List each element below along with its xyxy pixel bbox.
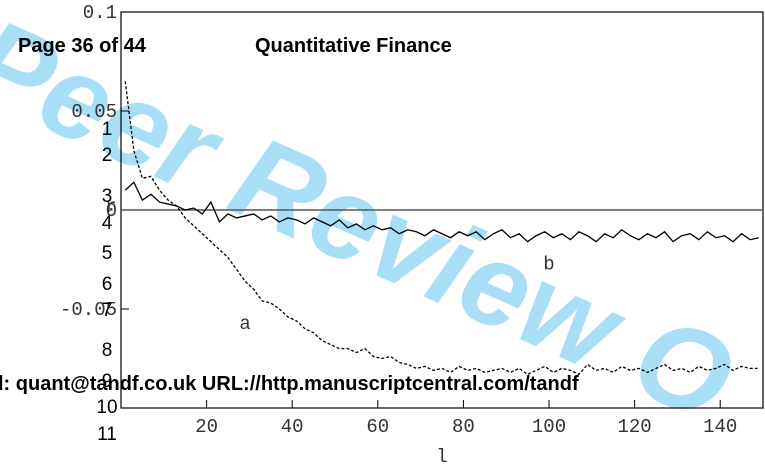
line-numbers: 1 2 3 4 5 6 7 8 9 10 11 [96,119,117,445]
footer: l: quant@tandf.co.uk URL://http.manuscri… [0,373,579,395]
line-number: 1 [102,119,113,140]
page-number: Page 36 of 44 [18,35,147,57]
y-tick-label: 0 [106,200,117,222]
x-tick-label: 60 [366,416,389,438]
line-number: 3 [102,186,113,207]
line-number: 9 [102,371,113,392]
line-number: 8 [102,340,113,361]
y-tick-label: -0.05 [60,299,117,321]
chart: -0.05 0 0.05 0.1 20 40 60 80 100 120 140 l r a b [60,2,764,467]
line-number: 2 [102,145,113,166]
x-tick-label: 100 [532,416,566,438]
x-axis-label: l [436,446,447,467]
line-number: 5 [102,243,113,264]
x-tick-label: 80 [452,416,475,438]
line-number: 7 [102,300,113,321]
x-tick-label: 40 [281,416,304,438]
y-tick-label: 0.1 [83,2,117,24]
line-number: 4 [102,213,113,234]
series-line [124,181,759,243]
x-tick-label: 20 [195,416,218,438]
line-number: 6 [102,274,113,295]
series-label: a [239,313,250,335]
y-tick-label: 0.05 [71,101,117,123]
journal-title: Quantitative Finance [255,35,452,57]
y-axis-label: r [105,196,116,218]
series-label: b [543,253,554,275]
line-number: 11 [97,424,117,445]
x-tick-label: 140 [703,416,737,438]
series-line [124,81,759,376]
line-number: 10 [96,397,117,418]
x-tick-label: 120 [617,416,651,438]
